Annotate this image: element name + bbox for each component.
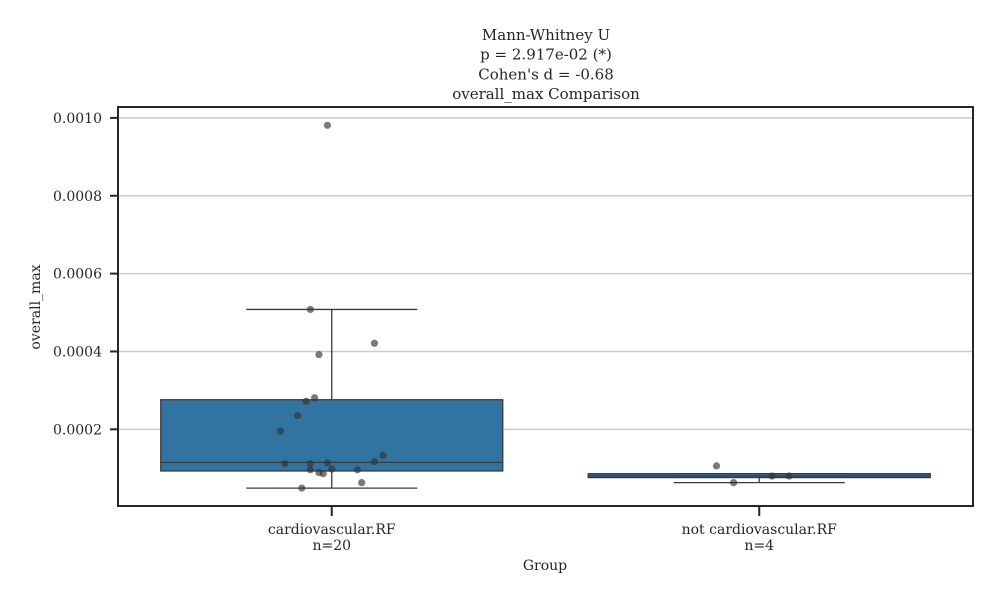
data-point: [328, 465, 336, 473]
data-point: [306, 305, 314, 314]
data-point: [306, 466, 314, 474]
x-axis-label: Group: [523, 558, 567, 574]
data-point: [323, 459, 332, 467]
title-line: p = 2.917e-02 (*): [480, 46, 612, 64]
y-tick-label: 0.0008: [53, 189, 102, 205]
x-axis: cardiovascular.RFn=20 not cardiovascular.…: [268, 506, 837, 554]
title-line: overall_max Comparison: [452, 85, 640, 103]
data-point: [319, 470, 327, 478]
data-point: [370, 458, 379, 466]
data-point: [358, 479, 366, 487]
y-axis-label: overall_max: [28, 264, 44, 349]
y-tick-label: 0.0002: [53, 422, 102, 438]
chart-title: Mann-Whitney U p = 2.917e-02 (*)Cohen's d…: [452, 26, 640, 103]
data-point: [298, 484, 306, 492]
data-point: [370, 339, 379, 347]
data-point: [323, 121, 332, 129]
data-point: [785, 472, 793, 480]
data-point: [276, 427, 285, 435]
x-tick-count-label: n=20: [312, 538, 351, 554]
x-tick-label: cardiovascular.RF: [268, 522, 396, 538]
point-layer: [276, 121, 793, 492]
box-layer: [160, 308, 931, 489]
grid-lines: [118, 117, 973, 431]
data-point: [311, 394, 319, 402]
data-point: [379, 451, 387, 459]
data-point: [768, 472, 776, 480]
y-tick-label: 0.0004: [53, 344, 102, 360]
plot-frame: [117, 106, 974, 507]
data-point: [293, 412, 302, 420]
x-tick-count-label: n=4: [744, 538, 774, 554]
y-axis: 0.0002 0.0004 0.0006 0.0008 0.0010: [53, 111, 118, 438]
x-tick-label: not cardiovascular.RF: [682, 522, 838, 538]
y-tick-label: 0.0010: [53, 111, 102, 127]
title-line: Mann-Whitney U: [482, 26, 610, 44]
title-line: Cohen's d = -0.68: [478, 65, 613, 83]
data-point: [712, 462, 721, 470]
data-point: [281, 459, 289, 468]
data-point: [353, 466, 361, 474]
data-point: [306, 459, 314, 468]
y-tick-label: 0.0006: [53, 267, 102, 283]
box: [160, 399, 504, 472]
data-point: [315, 350, 323, 359]
data-point: [302, 397, 310, 405]
data-point: [730, 479, 738, 487]
